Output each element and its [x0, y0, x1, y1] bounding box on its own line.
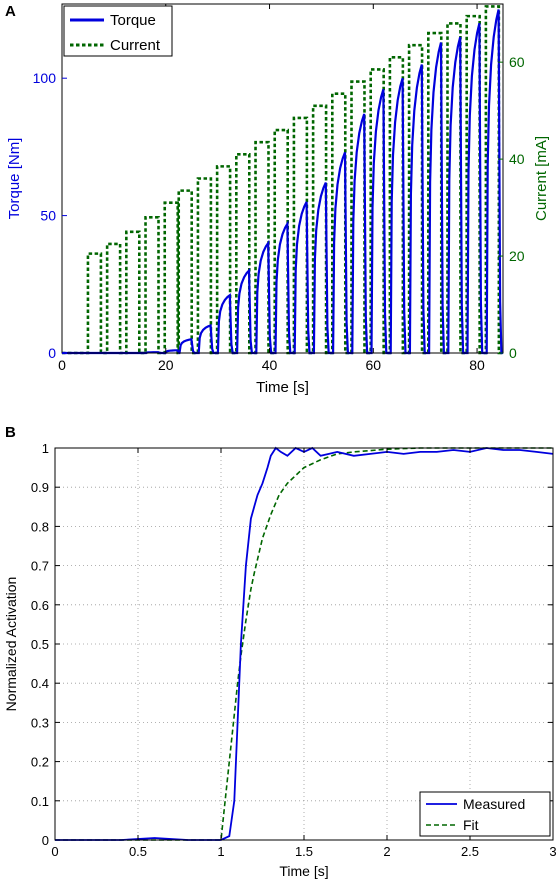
panel-a-x-tick-label: 40: [262, 357, 278, 373]
panel-b-y-tick-label: 0.4: [31, 676, 49, 691]
panel-a-x-tick-label: 80: [469, 357, 485, 373]
panel-b-y-axis-label: Normalized Activation: [3, 577, 19, 712]
panel-a-legend-current-label: Current: [110, 37, 161, 54]
panel-b-legend-fit-label: Fit: [463, 817, 479, 833]
panel-b-x-tick-label: 0.5: [129, 844, 147, 859]
panel-a-left-tick-label: 0: [48, 345, 56, 361]
panel-a-label: A: [5, 3, 16, 20]
panel-b-y-tick-label: 0.7: [31, 559, 49, 574]
panel-a-x-axis-label: Time [s]: [256, 379, 309, 396]
panel-b-x-tick-label: 2.5: [461, 844, 479, 859]
panel-a-left-tick-label: 50: [40, 208, 56, 224]
panel-b-x-tick-label: 1: [217, 844, 224, 859]
panel-b-y-tick-label: 1: [42, 441, 49, 456]
panel-b-legend: [419, 791, 551, 837]
current-series-line: [62, 5, 503, 355]
panel-b-legend-measured-label: Measured: [463, 796, 525, 812]
panel-b-x-tick-label: 1.5: [295, 844, 313, 859]
panel-b-label: B: [5, 424, 16, 441]
panel-a-right-axis-label: Current [mA]: [533, 136, 550, 221]
panel-b-y-tick-label: 0.3: [31, 715, 49, 730]
panel-a-axes-frame: [61, 3, 504, 354]
panel-b-x-tick-label: 2: [383, 844, 390, 859]
panel-a-legend: [63, 5, 173, 57]
panel-b-y-tick-label: 0.8: [31, 519, 49, 534]
panel-a-legend-torque-label: Torque: [110, 12, 156, 29]
panel-b-x-tick-label: 0: [51, 844, 58, 859]
measured-series-line: [55, 446, 554, 841]
panel-a-x-tick-label: 60: [366, 357, 382, 373]
panel-b-y-tick-label: 0: [42, 833, 49, 848]
fit-series-line: [55, 447, 553, 841]
panel-b-x-tick-label: 3: [549, 844, 556, 859]
panel-a-left-axis-label: Torque [Nm]: [6, 138, 23, 220]
panel-a-right-tick-label: 0: [509, 345, 517, 361]
panel-a-right-tick-label: 60: [509, 54, 525, 70]
panel-a-x-tick-label: 0: [58, 357, 66, 373]
panel-a-right-tick-label: 40: [509, 151, 525, 167]
panel-a-x-tick-label: 20: [158, 357, 174, 373]
panel-b-y-tick-label: 0.5: [31, 637, 49, 652]
panel-b-x-axis-label: Time [s]: [279, 863, 328, 879]
panel-b-y-tick-label: 0.9: [31, 480, 49, 495]
panel-b-y-tick-label: 0.6: [31, 598, 49, 613]
panel-b-y-tick-label: 0.1: [31, 794, 49, 809]
panel-b-y-tick-label: 0.2: [31, 755, 49, 770]
panel-a-right-tick-label: 20: [509, 248, 525, 264]
panel-a-left-tick-label: 100: [33, 70, 57, 86]
